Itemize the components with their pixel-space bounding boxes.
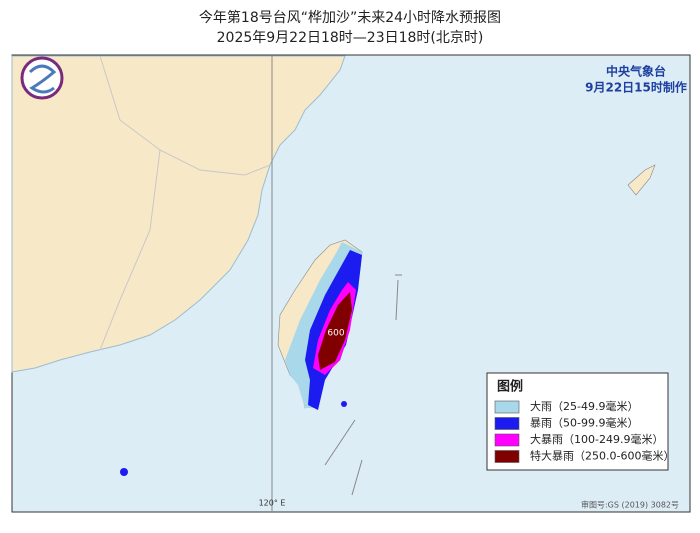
islet xyxy=(120,468,128,476)
province-border xyxy=(99,55,271,351)
map-subtitle: 2025年9月22日18时—23日18时(北京时) xyxy=(217,30,484,46)
cma-logo-mark xyxy=(28,64,57,94)
legend-label: 大暴雨（100-249.9毫米） xyxy=(530,432,663,446)
island xyxy=(627,164,656,196)
meridian-label: 120° E xyxy=(259,499,286,508)
legend-items: 大雨（25-49.9毫米） 暴雨（50-99.9毫米） 大暴雨（100-249.9毫… xyxy=(494,399,674,463)
legend-swatch xyxy=(494,433,520,447)
review-number: 审图号:GS (2019) 3082号 xyxy=(581,500,679,510)
map-title: 今年第18号台风“桦加沙”未来24小时降水预报图 xyxy=(199,9,501,26)
islet xyxy=(341,401,347,407)
agency-name: 中央气象台 xyxy=(606,64,666,79)
legend-swatch xyxy=(494,417,520,430)
max-rain-label: 600 xyxy=(327,329,344,339)
legend-label: 特大暴雨（250.0-600毫米） xyxy=(530,449,674,463)
legend-swatch xyxy=(494,450,520,463)
issue-time: 9月22日15时制作 xyxy=(585,80,687,95)
legend-title: 图例 xyxy=(497,379,523,395)
legend-label: 大雨（25-49.9毫米） xyxy=(530,399,638,413)
legend-label: 暴雨（50-99.9毫米） xyxy=(530,416,638,430)
extreme-rainstorm-area xyxy=(318,292,352,370)
trench-line xyxy=(324,274,402,496)
legend-swatch xyxy=(494,400,520,414)
mainland xyxy=(11,55,346,373)
